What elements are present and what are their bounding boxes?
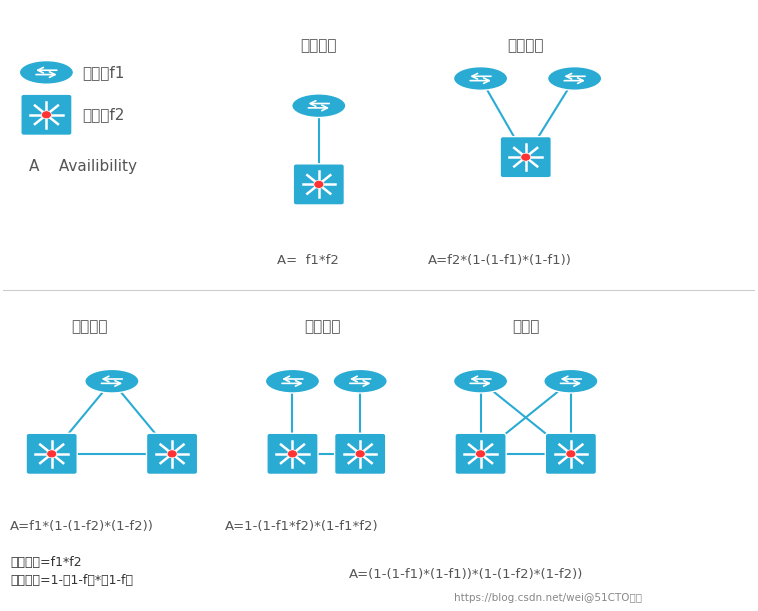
Ellipse shape: [333, 370, 387, 393]
FancyBboxPatch shape: [20, 94, 72, 136]
Circle shape: [475, 450, 486, 458]
Circle shape: [314, 180, 324, 188]
FancyBboxPatch shape: [146, 433, 198, 474]
Text: 在线率f2: 在线率f2: [82, 108, 124, 122]
FancyBboxPatch shape: [267, 433, 318, 474]
Text: 单点单归: 单点单归: [301, 38, 337, 53]
Text: A=  f1*f2: A= f1*f2: [277, 254, 340, 266]
Ellipse shape: [292, 94, 346, 117]
Circle shape: [287, 450, 297, 458]
Ellipse shape: [265, 370, 320, 393]
Text: 在线率f1: 在线率f1: [82, 65, 124, 80]
Text: A=f1*(1-(1-f2)*(1-f2)): A=f1*(1-(1-f2)*(1-f2)): [11, 520, 154, 533]
Text: https://blog.csdn.net/wei@51CTO博客: https://blog.csdn.net/wei@51CTO博客: [454, 593, 642, 604]
FancyBboxPatch shape: [293, 164, 344, 205]
Ellipse shape: [453, 67, 508, 90]
Ellipse shape: [547, 67, 602, 90]
Text: 单点双归: 单点双归: [507, 38, 544, 53]
Text: 双归属: 双归属: [512, 319, 540, 334]
FancyBboxPatch shape: [545, 433, 597, 474]
Ellipse shape: [20, 60, 74, 84]
FancyBboxPatch shape: [334, 433, 386, 474]
Circle shape: [566, 450, 576, 458]
Ellipse shape: [543, 370, 598, 393]
Text: 串联公式=f1*f2: 串联公式=f1*f2: [11, 556, 82, 569]
Circle shape: [356, 450, 365, 458]
Text: 双点单归: 双点单归: [71, 319, 108, 334]
Text: A    Availibility: A Availibility: [29, 159, 137, 174]
Text: A=(1-(1-f1)*(1-f1))*(1-(1-f2)*(1-f2)): A=(1-(1-f1)*(1-f1))*(1-(1-f2)*(1-f2)): [349, 568, 583, 582]
Circle shape: [167, 450, 177, 458]
Ellipse shape: [453, 370, 508, 393]
FancyBboxPatch shape: [455, 433, 506, 474]
Circle shape: [42, 111, 52, 119]
Circle shape: [47, 450, 57, 458]
Text: 并联公式=1-（1-f）*（1-f）: 并联公式=1-（1-f）*（1-f）: [11, 574, 133, 588]
Text: A=1-(1-f1*f2)*(1-f1*f2): A=1-(1-f1*f2)*(1-f1*f2): [225, 520, 378, 533]
Circle shape: [521, 153, 531, 161]
Text: 双点双归: 双点双归: [304, 319, 341, 334]
FancyBboxPatch shape: [500, 137, 551, 178]
Text: A=f2*(1-(1-f1)*(1-f1)): A=f2*(1-(1-f1)*(1-f1)): [428, 254, 572, 266]
Ellipse shape: [85, 370, 139, 393]
FancyBboxPatch shape: [26, 433, 77, 474]
